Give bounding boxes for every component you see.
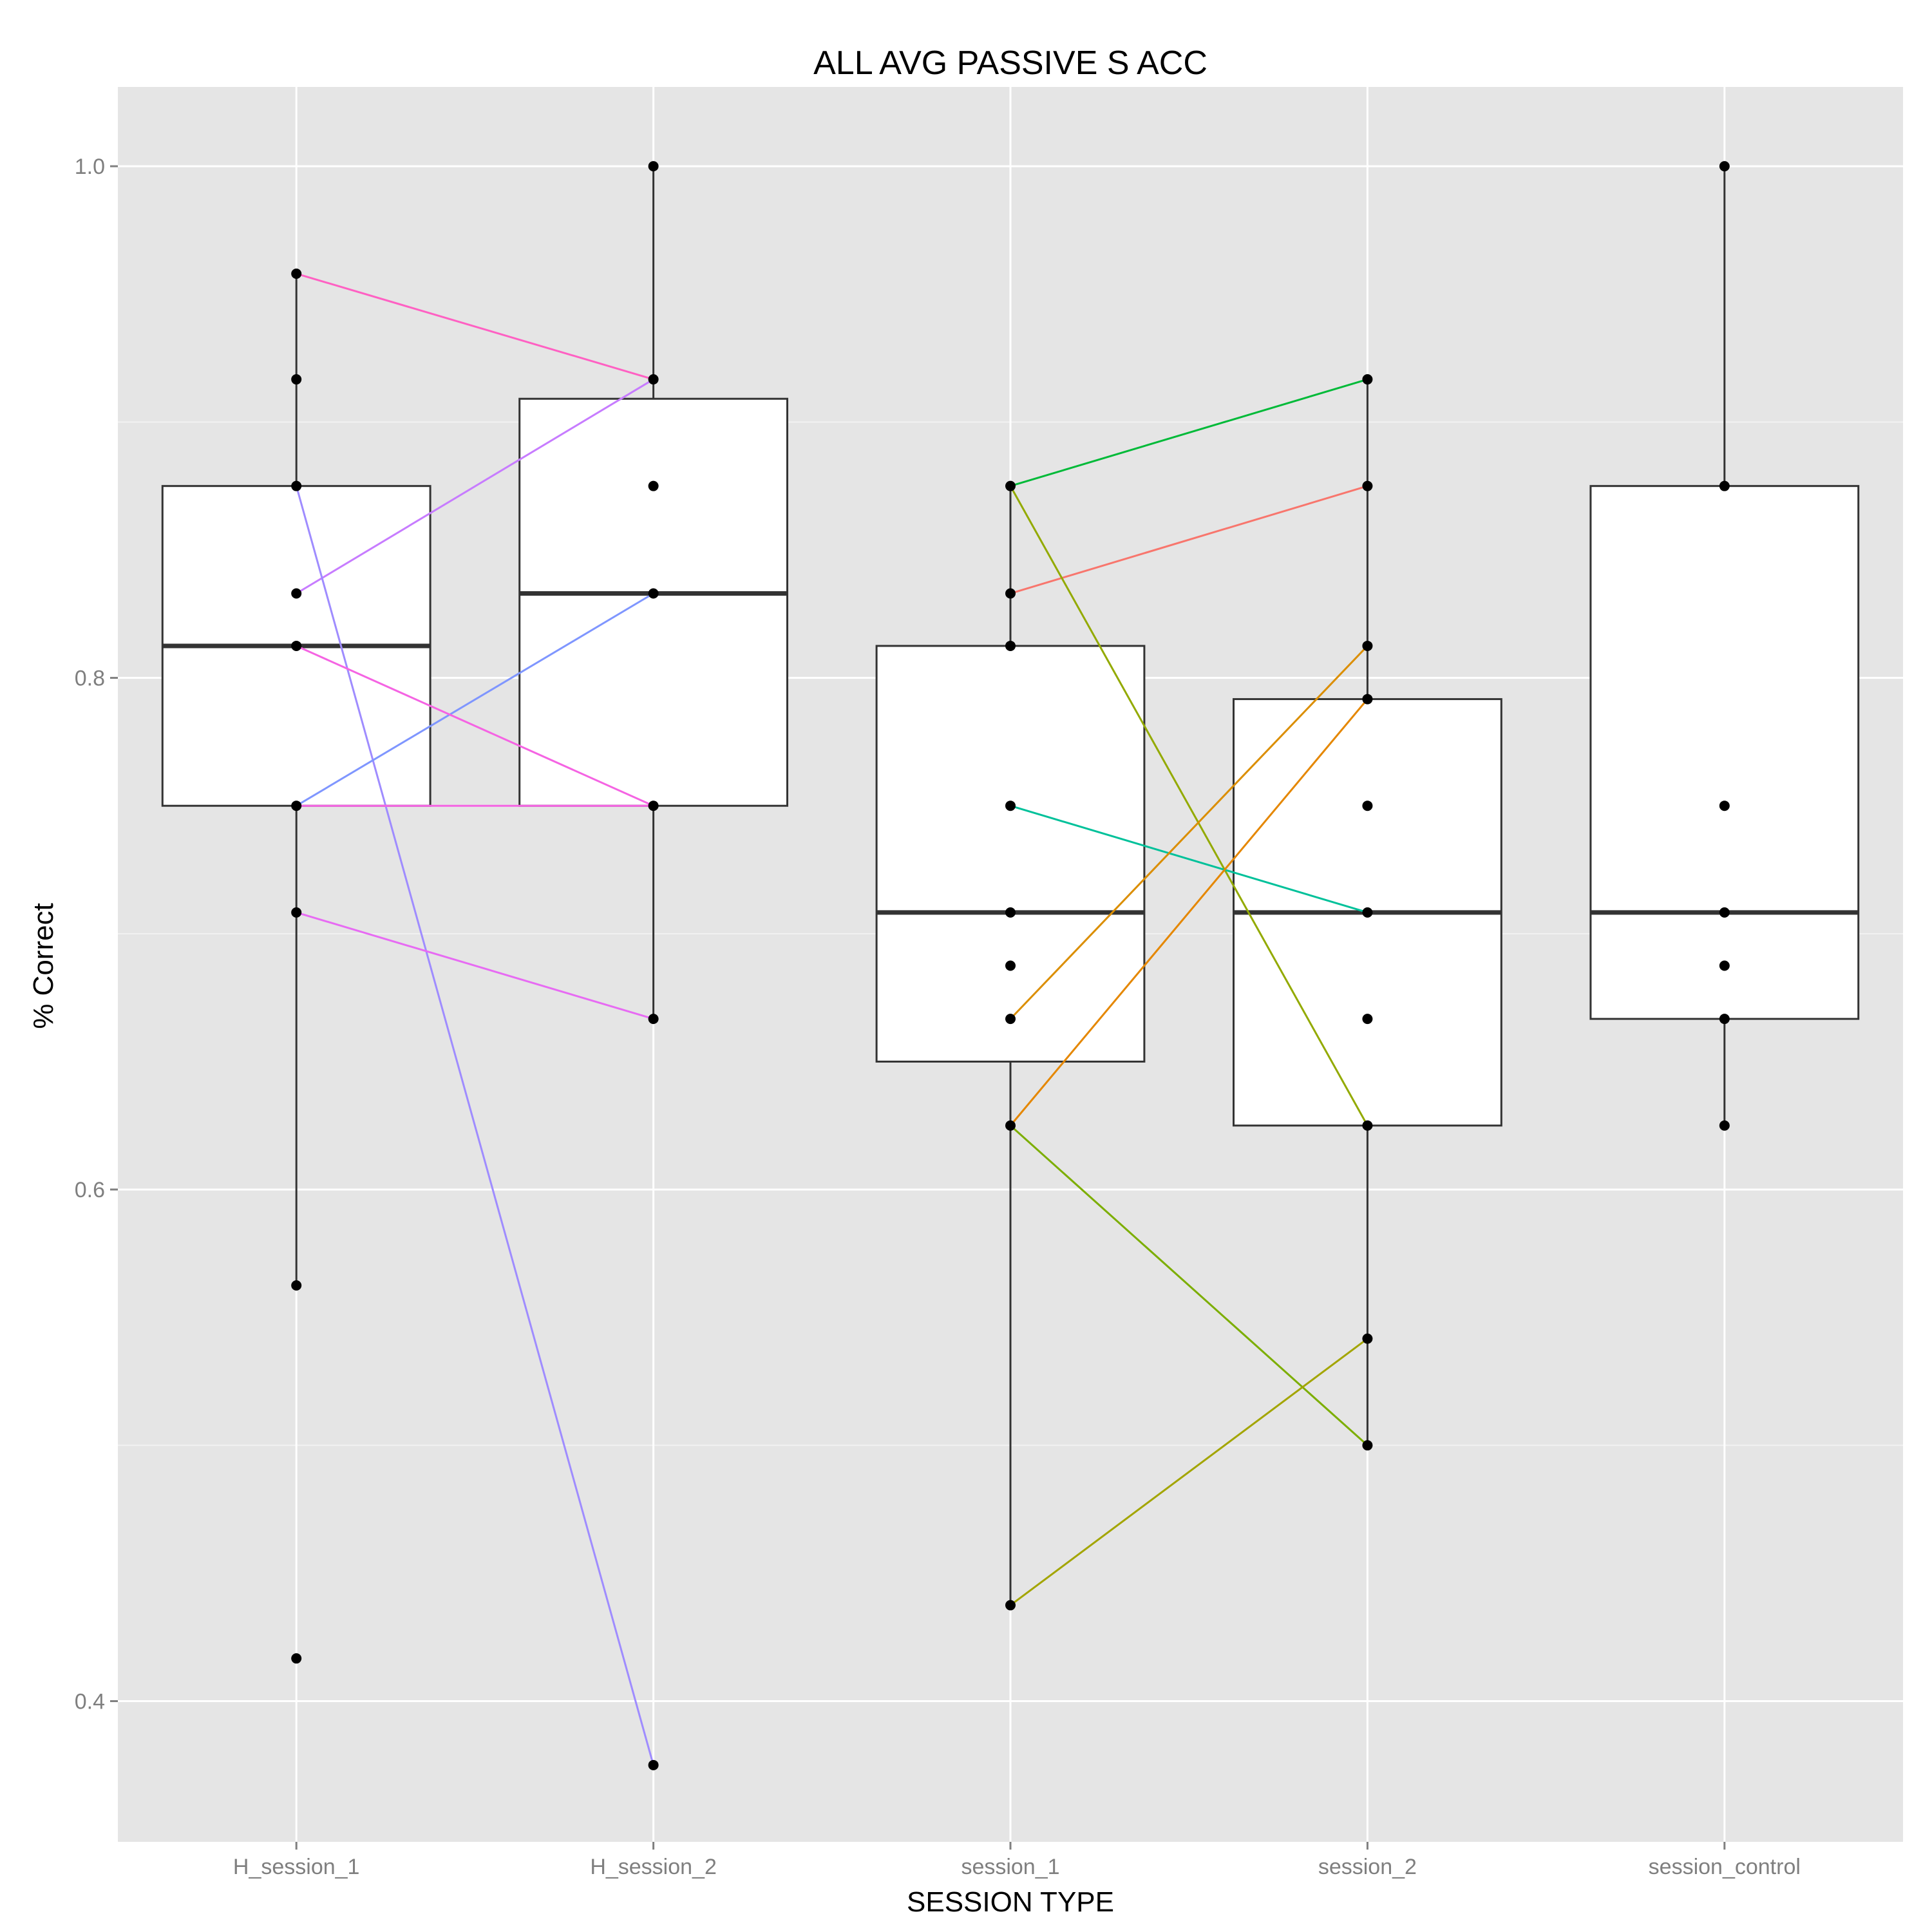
x-axis-title: SESSION TYPE	[907, 1886, 1114, 1918]
paired-line	[1010, 1338, 1368, 1606]
data-point	[1005, 640, 1016, 651]
data-point	[1362, 694, 1373, 705]
box-session-1	[875, 486, 1146, 1605]
data-point	[1005, 1014, 1016, 1025]
paired-line	[295, 486, 655, 1766]
data-point	[1719, 1120, 1730, 1131]
data-point	[291, 480, 302, 491]
x-axis-ticks: H_session_1 H_session_2 session_1 session_2…	[233, 1842, 1801, 1879]
y-axis-ticks: 0.4 0.6 0.8 1.0	[75, 155, 118, 1714]
paired-line	[1009, 1124, 1368, 1446]
chart-title: ALL AVG PASSIVE S ACC	[813, 44, 1208, 82]
box-body	[1589, 485, 1860, 1020]
paired-line	[1009, 698, 1368, 1126]
paired-line	[1010, 804, 1368, 914]
data-point	[648, 1759, 659, 1770]
data-point	[1362, 1333, 1373, 1344]
data-point	[1005, 480, 1016, 491]
x-tick-label: session_1	[961, 1855, 1059, 1879]
data-point	[1005, 907, 1016, 918]
box-session-control	[1589, 166, 1860, 1126]
data-point	[1005, 1600, 1016, 1611]
x-tick-label: session_control	[1649, 1855, 1801, 1879]
y-axis-title: % Correct	[28, 903, 59, 1029]
data-point	[1362, 907, 1373, 918]
data-point	[1719, 161, 1730, 172]
paired-line	[1010, 485, 1368, 594]
data-point	[1719, 907, 1730, 918]
x-tick-label: session_2	[1318, 1855, 1417, 1879]
box-body	[518, 397, 788, 807]
points-layer	[291, 161, 1730, 1770]
data-point	[648, 161, 659, 172]
paired-line	[1009, 645, 1368, 1020]
data-point	[1362, 480, 1373, 491]
data-point	[1005, 588, 1016, 599]
data-point	[291, 640, 302, 651]
paired-lines-layer	[295, 272, 1368, 1766]
paired-line	[1010, 378, 1368, 488]
y-tick-label: 0.6	[75, 1178, 105, 1202]
data-point	[1719, 960, 1730, 971]
data-point	[291, 907, 302, 918]
data-point	[1362, 640, 1373, 651]
paired-line	[296, 592, 654, 807]
data-point	[291, 1280, 302, 1291]
data-point	[291, 800, 302, 811]
x-tick-label: H_session_1	[233, 1855, 360, 1879]
data-point	[1719, 800, 1730, 811]
y-tick-label: 0.4	[75, 1690, 105, 1714]
data-point	[1719, 480, 1730, 491]
paired-line	[296, 911, 654, 1020]
data-point	[1362, 1120, 1373, 1131]
data-point	[291, 268, 302, 279]
box-h-session-2	[518, 166, 788, 1018]
paired-line	[296, 378, 654, 594]
data-point	[1005, 960, 1016, 971]
x-tick-label: H_session_2	[590, 1855, 717, 1879]
paired-line	[296, 272, 654, 381]
data-point	[1005, 1120, 1016, 1131]
data-point	[648, 588, 659, 599]
data-point	[648, 800, 659, 811]
data-point	[291, 1653, 302, 1664]
data-point	[648, 480, 659, 491]
data-point	[1362, 374, 1373, 385]
data-point	[648, 1014, 659, 1025]
data-point	[291, 588, 302, 599]
data-point	[1362, 1014, 1373, 1025]
data-point	[1362, 1440, 1373, 1451]
data-point	[1005, 800, 1016, 811]
box-body	[875, 645, 1146, 1063]
y-tick-label: 0.8	[75, 667, 105, 691]
data-point	[648, 374, 659, 385]
data-point	[291, 374, 302, 385]
paired-line	[296, 645, 654, 807]
data-point	[1719, 1014, 1730, 1025]
data-point	[1362, 800, 1373, 811]
paired-line	[1009, 485, 1368, 1126]
y-tick-label: 1.0	[75, 155, 105, 179]
